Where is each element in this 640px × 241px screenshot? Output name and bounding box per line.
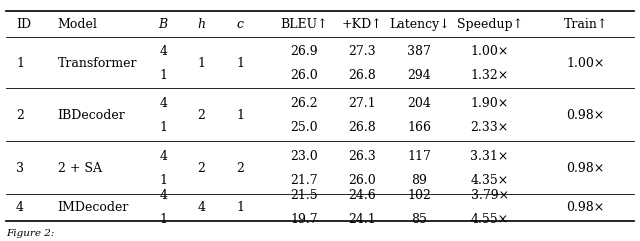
Text: 21.7: 21.7 (290, 174, 318, 187)
Text: 0.98×: 0.98× (566, 162, 605, 175)
Text: 1: 1 (159, 69, 167, 82)
Text: 294: 294 (407, 69, 431, 82)
Text: 4: 4 (159, 189, 167, 202)
Text: 4: 4 (198, 201, 205, 214)
Text: 0.98×: 0.98× (566, 109, 605, 122)
Text: 4: 4 (16, 201, 24, 214)
Text: 89: 89 (412, 174, 427, 187)
Text: 26.2: 26.2 (290, 97, 318, 110)
Text: BLEU↑: BLEU↑ (280, 18, 328, 31)
Text: 166: 166 (407, 121, 431, 134)
Text: 24.1: 24.1 (348, 213, 376, 226)
Text: 26.3: 26.3 (348, 150, 376, 163)
Text: 1.32×: 1.32× (470, 69, 509, 82)
Text: 4.35×: 4.35× (470, 174, 509, 187)
Text: 1: 1 (159, 213, 167, 226)
Text: 85: 85 (412, 213, 427, 226)
Text: h: h (198, 18, 205, 31)
Text: Train↑: Train↑ (563, 18, 608, 31)
Text: 21.5: 21.5 (290, 189, 318, 202)
Text: 117: 117 (407, 150, 431, 163)
Text: 27.3: 27.3 (348, 45, 376, 58)
Text: +KD↑: +KD↑ (341, 18, 382, 31)
Text: 1: 1 (236, 57, 244, 70)
Text: 24.6: 24.6 (348, 189, 376, 202)
Text: 26.8: 26.8 (348, 121, 376, 134)
Text: 387: 387 (407, 45, 431, 58)
Text: 23.0: 23.0 (290, 150, 318, 163)
Text: 3.31×: 3.31× (470, 150, 509, 163)
Text: Transformer: Transformer (58, 57, 137, 70)
Text: 2: 2 (198, 162, 205, 175)
Text: 26.0: 26.0 (348, 174, 376, 187)
Text: 2: 2 (198, 109, 205, 122)
Text: B: B (159, 18, 168, 31)
Text: 2: 2 (236, 162, 244, 175)
Text: 1: 1 (198, 57, 205, 70)
Text: c: c (237, 18, 243, 31)
Text: 102: 102 (407, 189, 431, 202)
Text: 27.1: 27.1 (348, 97, 376, 110)
Text: 1.90×: 1.90× (470, 97, 509, 110)
Text: 26.8: 26.8 (348, 69, 376, 82)
Text: 0.98×: 0.98× (566, 201, 605, 214)
Text: IMDecoder: IMDecoder (58, 201, 129, 214)
Text: 204: 204 (407, 97, 431, 110)
Text: ID: ID (16, 18, 31, 31)
Text: 4: 4 (159, 97, 167, 110)
Text: Speedup↑: Speedup↑ (456, 18, 523, 31)
Text: 4: 4 (159, 150, 167, 163)
Text: 3.79×: 3.79× (470, 189, 509, 202)
Text: 1: 1 (159, 121, 167, 134)
Text: 2: 2 (16, 109, 24, 122)
Text: 1: 1 (16, 57, 24, 70)
Text: 4: 4 (159, 45, 167, 58)
Text: 3: 3 (16, 162, 24, 175)
Text: 2 + SA: 2 + SA (58, 162, 102, 175)
Text: 25.0: 25.0 (290, 121, 318, 134)
Text: 4.55×: 4.55× (470, 213, 509, 226)
Text: 2.33×: 2.33× (470, 121, 509, 134)
Text: 26.9: 26.9 (290, 45, 318, 58)
Text: IBDecoder: IBDecoder (58, 109, 125, 122)
Text: Model: Model (58, 18, 97, 31)
Text: 1.00×: 1.00× (470, 45, 509, 58)
Text: 19.7: 19.7 (290, 213, 318, 226)
Text: 1: 1 (236, 201, 244, 214)
Text: 1.00×: 1.00× (566, 57, 605, 70)
Text: 26.0: 26.0 (290, 69, 318, 82)
Text: 1: 1 (159, 174, 167, 187)
Text: Latency↓: Latency↓ (389, 18, 449, 31)
Text: 1: 1 (236, 109, 244, 122)
Text: Figure 2:: Figure 2: (6, 229, 55, 238)
